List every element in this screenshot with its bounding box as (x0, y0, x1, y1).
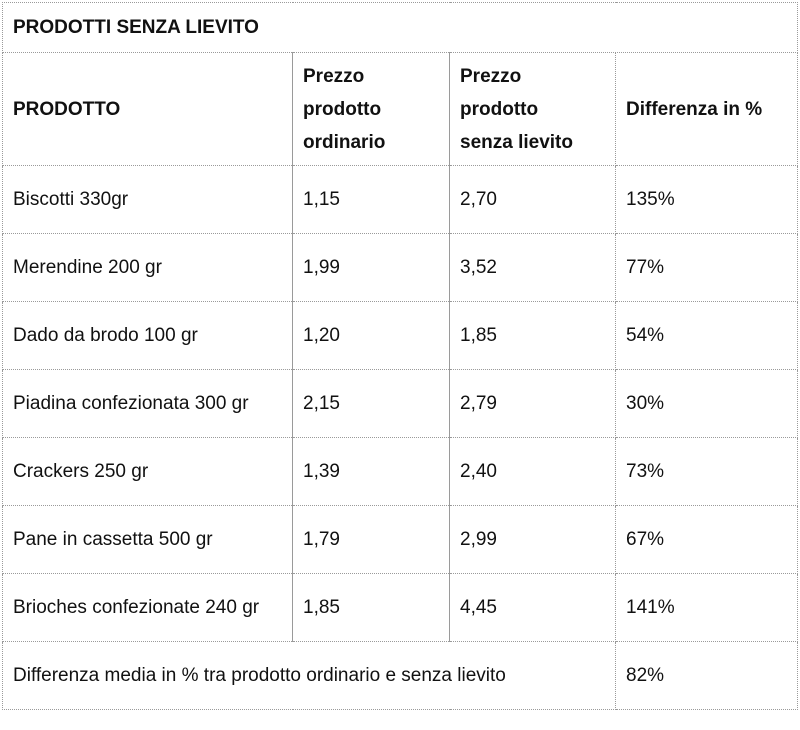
cell-product: Brioches confezionate 240 gr (2, 573, 293, 642)
cell-difference: 141% (614, 573, 799, 642)
cell-yeastfree-price: 2,40 (449, 437, 616, 506)
cell-product: Biscotti 330gr (2, 165, 293, 234)
cell-product: Dado da brodo 100 gr (2, 301, 293, 370)
cell-yeastfree-price: 1,85 (449, 301, 616, 370)
cell-ordinary-price: 1,15 (292, 165, 450, 234)
header-ordinary-price-line: ordinario (303, 131, 386, 153)
header-yeastfree-price-line: Prezzo (460, 65, 522, 87)
cell-product: Crackers 250 gr (2, 437, 293, 506)
table-row: Merendine 200 gr 1,99 3,52 77% (2, 233, 799, 302)
cell-difference: 67% (614, 505, 799, 574)
cell-difference: 30% (614, 369, 799, 438)
cell-difference: 73% (614, 437, 799, 506)
header-ordinary-price-line: Prezzo (303, 65, 365, 87)
cell-ordinary-price: 1,20 (292, 301, 450, 370)
header-yeastfree-price: Prezzo prodotto senza lievito (449, 52, 616, 166)
cell-ordinary-price: 2,15 (292, 369, 450, 438)
cell-difference: 77% (614, 233, 799, 302)
table-row: Dado da brodo 100 gr 1,20 1,85 54% (2, 301, 799, 370)
table-title: PRODOTTI SENZA LIEVITO (1, 2, 799, 53)
cell-product: Merendine 200 gr (2, 233, 293, 302)
cell-ordinary-price: 1,79 (292, 505, 450, 574)
price-comparison-table: PRODOTTI SENZA LIEVITO PRODOTTO Prezzo p… (1, 2, 799, 710)
table-title-row: PRODOTTI SENZA LIEVITO (1, 2, 799, 53)
cell-product: Pane in cassetta 500 gr (2, 505, 293, 574)
table-row: Biscotti 330gr 1,15 2,70 135% (2, 165, 799, 234)
cell-yeastfree-price: 2,99 (449, 505, 616, 574)
header-yeastfree-price-line: prodotto (460, 98, 539, 120)
cell-ordinary-price: 1,99 (292, 233, 450, 302)
header-ordinary-price: Prezzo prodotto ordinario (292, 52, 450, 166)
cell-yeastfree-price: 2,79 (449, 369, 616, 438)
table-row: Brioches confezionate 240 gr 1,85 4,45 141% (2, 573, 799, 642)
cell-ordinary-price: 1,85 (292, 573, 450, 642)
cell-yeastfree-price: 3,52 (449, 233, 616, 302)
cell-difference: 54% (614, 301, 799, 370)
cell-product: Piadina confezionata 300 gr (2, 369, 293, 438)
header-product: PRODOTTO (2, 52, 293, 166)
footer-value: 82% (614, 641, 799, 710)
header-difference: Differenza in % (614, 52, 799, 166)
cell-yeastfree-price: 2,70 (449, 165, 616, 234)
footer-label: Differenza media in % tra prodotto ordin… (2, 641, 616, 710)
cell-yeastfree-price: 4,45 (449, 573, 616, 642)
cell-difference: 135% (614, 165, 799, 234)
header-ordinary-price-line: prodotto (303, 98, 382, 120)
table-row: Pane in cassetta 500 gr 1,79 2,99 67% (2, 505, 799, 574)
table-row: Crackers 250 gr 1,39 2,40 73% (2, 437, 799, 506)
cell-ordinary-price: 1,39 (292, 437, 450, 506)
header-yeastfree-price-line: senza lievito (460, 131, 573, 153)
table-header-row: PRODOTTO Prezzo prodotto ordinario Prezz… (2, 52, 799, 166)
table-row: Piadina confezionata 300 gr 2,15 2,79 30% (2, 369, 799, 438)
table-body: Biscotti 330gr 1,15 2,70 135% Merendine 200 … (2, 165, 799, 642)
table-footer-row: Differenza media in % tra prodotto ordin… (2, 641, 799, 710)
